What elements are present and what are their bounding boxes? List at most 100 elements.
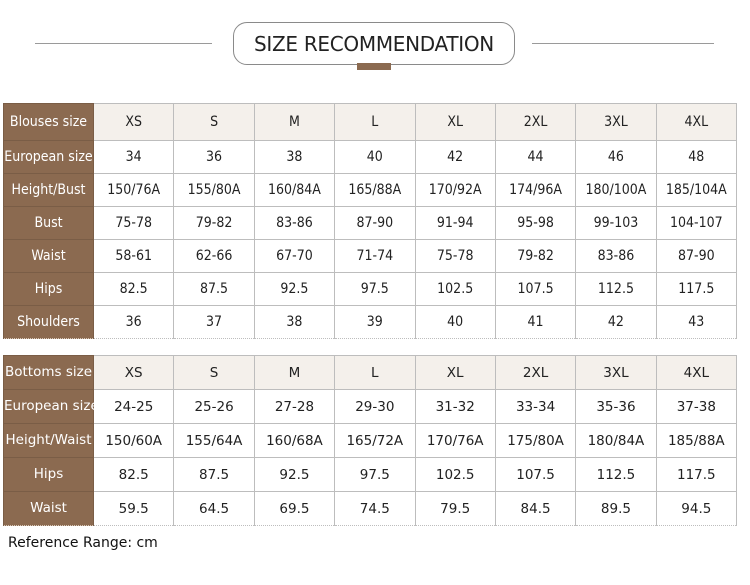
table-cell: 91-94 (414, 206, 496, 240)
size-header-cell: XS (92, 355, 175, 390)
table-cell: 112.5 (575, 457, 657, 492)
size-header-cell: 2XL (494, 355, 577, 390)
title-divider-left (35, 43, 212, 44)
table-cell: 37 (173, 305, 255, 339)
table-cell: 27-28 (253, 389, 336, 424)
size-header-cell: 4XL (655, 103, 738, 141)
table-cell: 24-25 (92, 389, 175, 424)
footnote: Reference Range: cm (8, 535, 158, 551)
table-cell: 36 (92, 305, 175, 339)
table-cell: 107.5 (494, 457, 577, 492)
table-cell: 69.5 (253, 491, 336, 526)
table-cell: 112.5 (575, 272, 657, 306)
table-cell: 174/96A (494, 173, 577, 207)
table-cell: 117.5 (655, 272, 738, 306)
table-cell: 42 (414, 140, 496, 174)
table-cell: 41 (494, 305, 577, 339)
size-header-cell: S (173, 355, 255, 390)
table-cell: 38 (253, 305, 336, 339)
table-cell: 87.5 (173, 272, 255, 306)
table-cell: 62-66 (173, 239, 255, 273)
table-cell: 102.5 (414, 272, 496, 306)
table-cell: 150/76A (92, 173, 175, 207)
table-cell: 94.5 (655, 491, 738, 526)
table-row: Hips 82.5 87.5 92.5 97.5 102.5 107.5 112.5 117.5 (3, 272, 738, 306)
table-row: Waist 59.5 64.5 69.5 74.5 79.5 84.5 89.5 94.5 (3, 491, 738, 526)
row-label: Shoulders (3, 305, 94, 339)
header-row: Bottoms size XS S M L XL 2XL 3XL 4XL (3, 355, 738, 390)
table-cell: 37-38 (655, 389, 738, 424)
table-cell: 79.5 (414, 491, 496, 526)
row-label: Bottoms size (3, 355, 94, 390)
size-header-cell: M (253, 355, 336, 390)
table-cell: 38 (253, 140, 336, 174)
table-cell: 42 (575, 305, 657, 339)
table-cell: 170/76A (414, 423, 496, 458)
size-header-cell: XS (92, 103, 175, 141)
table-cell: 83-86 (253, 206, 336, 240)
table-cell: 40 (414, 305, 496, 339)
table-cell: 99-103 (575, 206, 657, 240)
table-cell: 82.5 (92, 457, 175, 492)
table-cell: 87-90 (334, 206, 416, 240)
table-cell: 175/80A (494, 423, 577, 458)
table-cell: 83-86 (575, 239, 657, 273)
row-label: European size (3, 140, 94, 174)
row-label: European size (3, 389, 99, 424)
table-cell: 165/72A (334, 423, 416, 458)
table-cell: 160/84A (253, 173, 336, 207)
table-cell: 67-70 (253, 239, 336, 273)
table-cell: 102.5 (414, 457, 496, 492)
table-cell: 117.5 (655, 457, 738, 492)
bottoms-size-table: Bottoms size XS S M L XL 2XL 3XL 4XL European siz… (3, 355, 738, 526)
row-label: Hips (3, 457, 94, 492)
table-cell: 104-107 (655, 206, 738, 240)
table-cell: 89.5 (575, 491, 657, 526)
table-row: Bust 75-78 79-82 83-86 87-90 91-94 95-98 99-103… (3, 206, 738, 240)
table-row: Waist 58-61 62-66 67-70 71-74 75-78 79-82 83-86… (3, 239, 738, 273)
table-cell: 46 (575, 140, 657, 174)
row-label: Bust (3, 206, 94, 240)
page-title: SIZE RECOMMENDATION (233, 22, 515, 65)
table-row: Height/Bust 150/76A 155/80A 160/84A 165/88A 1… (3, 173, 738, 207)
table-cell: 44 (494, 140, 577, 174)
size-header-cell: XL (414, 103, 496, 141)
table-cell: 79-82 (494, 239, 577, 273)
table-cell: 92.5 (253, 272, 336, 306)
table-cell: 33-34 (494, 389, 577, 424)
table-row: European size 34 36 38 40 42 44 46 48 (3, 140, 738, 174)
size-header-cell: 2XL (494, 103, 577, 141)
table-cell: 150/60A (92, 423, 175, 458)
header-row: Blouses size XS S M L XL 2XL 3XL 4XL (3, 103, 738, 141)
table-cell: 75-78 (414, 239, 496, 273)
table-row: European size 24-25 25-26 27-28 29-30 31-32 33… (3, 389, 738, 424)
table-cell: 34 (92, 140, 175, 174)
table-cell: 40 (334, 140, 416, 174)
table-cell: 87.5 (173, 457, 255, 492)
size-header-cell: XL (414, 355, 496, 390)
table-cell: 74.5 (334, 491, 416, 526)
table-cell: 87-90 (655, 239, 738, 273)
table-cell: 160/68A (253, 423, 336, 458)
row-label: Height/Waist (3, 423, 94, 458)
table-cell: 84.5 (494, 491, 577, 526)
table-cell: 82.5 (92, 272, 175, 306)
table-cell: 97.5 (334, 457, 416, 492)
table-cell: 64.5 (173, 491, 255, 526)
size-header-cell: 3XL (575, 103, 657, 141)
table-row: Height/Waist 150/60A 155/64A 160/68A 165/72A… (3, 423, 738, 458)
table-cell: 48 (655, 140, 738, 174)
row-label: Waist (3, 491, 94, 526)
table-cell: 79-82 (173, 206, 255, 240)
table-cell: 39 (334, 305, 416, 339)
table-cell: 155/80A (173, 173, 255, 207)
size-header-cell: M (253, 103, 336, 141)
table-cell: 185/104A (655, 173, 738, 207)
table-cell: 25-26 (173, 389, 255, 424)
blouses-size-table: Blouses size XS S M L XL 2XL 3XL 4XL European siz… (3, 103, 738, 339)
table-cell: 165/88A (334, 173, 416, 207)
row-label: Height/Bust (3, 173, 94, 207)
table-row: Hips 82.5 87.5 92.5 97.5 102.5 107.5 112.5 117.5 (3, 457, 738, 492)
table-cell: 92.5 (253, 457, 336, 492)
table-cell: 29-30 (334, 389, 416, 424)
